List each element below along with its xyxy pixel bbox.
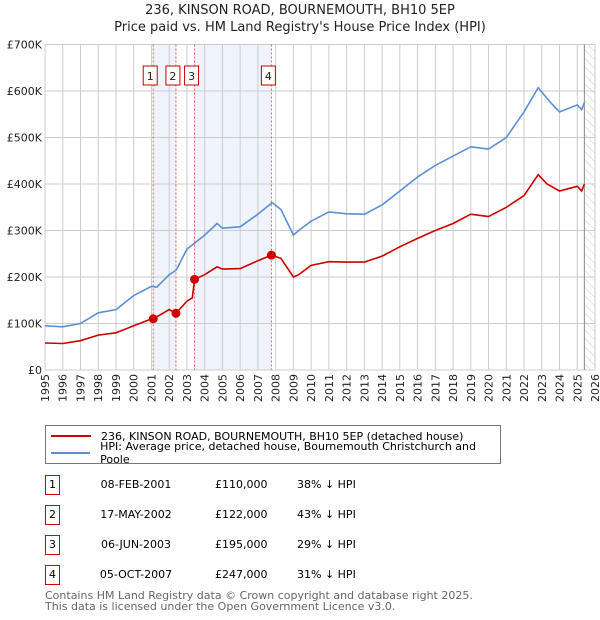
sale-point <box>266 250 276 260</box>
table-row: 4 05-OCT-2007 £247,000 31% ↓ HPI <box>45 565 545 585</box>
legend-item-property: 236, KINSON ROAD, BOURNEMOUTH, BH10 5EP … <box>51 428 463 444</box>
legend-item-hpi: HPI: Average price, detached house, Bour… <box>51 440 500 466</box>
x-tick-label: 1997 <box>74 374 87 402</box>
x-tick-label: 2019 <box>465 374 478 402</box>
row-date: 05-OCT-2007 <box>99 568 173 581</box>
x-tick-label: 2004 <box>199 374 212 402</box>
footer-copyright: Contains HM Land Registry data © Crown c… <box>45 589 473 602</box>
x-tick-label: 2013 <box>358 374 371 402</box>
y-tick-label: £600K <box>7 85 43 98</box>
x-tick-label: 2017 <box>429 374 442 402</box>
row-number-badge: 4 <box>45 565 60 585</box>
table-row: 3 06-JUN-2003 £195,000 29% ↓ HPI <box>45 535 545 555</box>
plot-area <box>45 44 595 370</box>
legend-swatch-red <box>51 435 91 437</box>
sale-label-box <box>260 65 276 86</box>
row-date: 06-JUN-2003 <box>100 538 172 551</box>
row-date: 17-MAY-2002 <box>100 508 172 521</box>
row-date: 08-FEB-2001 <box>100 478 172 491</box>
x-tick-label: 1999 <box>110 374 123 402</box>
y-tick-label: £500K <box>7 132 43 145</box>
chart-subtitle: Price paid vs. HM Land Registry's House … <box>114 20 486 35</box>
y-tick-label: £300K <box>7 225 43 238</box>
x-tick-label: 2011 <box>323 374 336 402</box>
x-tick-label: 2003 <box>181 374 194 402</box>
x-tick-label: 2020 <box>483 374 496 402</box>
price-chart: 1995 1996 1997 1998 1999 2000 2001 2002 2003 2004… <box>7 39 600 403</box>
sale-point <box>190 274 200 284</box>
shaded-period <box>153 44 176 370</box>
legend-label-property: 236, KINSON ROAD, BOURNEMOUTH, BH10 5EP … <box>101 429 464 443</box>
row-hpi-diff: 38% ↓ HPI <box>297 478 356 491</box>
row-price: £195,000 <box>215 538 268 551</box>
sale-point <box>171 308 181 318</box>
x-tick-label: 2008 <box>270 374 283 402</box>
legend-label-hpi: HPI: Average price, detached house, Bour… <box>100 440 477 466</box>
forecast-hatch <box>584 44 595 370</box>
sale-label-box <box>184 65 200 86</box>
x-tick-label: 2000 <box>128 374 141 402</box>
row-hpi-diff: 43% ↓ HPI <box>297 508 356 521</box>
x-tick-label: 2016 <box>412 374 425 402</box>
x-tick-label: 2014 <box>376 374 389 402</box>
x-tick-label: 2001 <box>145 374 158 402</box>
x-tick-label: 2022 <box>518 374 531 402</box>
x-tick-label: 2023 <box>536 374 549 402</box>
x-tick-label: 2021 <box>500 374 513 402</box>
chart-title: 236, KINSON ROAD, BOURNEMOUTH, BH10 5EP <box>145 3 455 18</box>
row-price: £122,000 <box>215 508 268 521</box>
row-price: £110,000 <box>215 478 268 491</box>
row-hpi-diff: 31% ↓ HPI <box>297 568 356 581</box>
x-tick-label: 2006 <box>234 374 247 402</box>
x-tick-label: 1996 <box>57 374 70 402</box>
row-number-badge: 1 <box>45 475 60 495</box>
y-tick-label: £100K <box>7 318 43 331</box>
sale-point <box>148 314 158 324</box>
footer-licence: This data is licensed under the Open Gov… <box>45 600 396 613</box>
x-tick-label: 2025 <box>571 374 584 402</box>
row-hpi-diff: 29% ↓ HPI <box>297 538 356 551</box>
row-price: £247,000 <box>215 568 268 581</box>
y-tick-label: £700K <box>7 39 43 52</box>
sale-label-box <box>165 65 181 86</box>
sale-label-box <box>142 65 158 86</box>
sale-label: 4 <box>265 70 272 83</box>
x-tick-label: 2024 <box>554 374 567 402</box>
chart-legend: 236, KINSON ROAD, BOURNEMOUTH, BH10 5EP … <box>45 425 501 466</box>
x-tick-label: 1995 <box>39 374 52 402</box>
table-row: 2 17-MAY-2002 £122,000 43% ↓ HPI <box>45 505 545 525</box>
x-tick-label: 2018 <box>447 374 460 402</box>
x-tick-label: 2015 <box>394 374 407 402</box>
x-tick-label: 2007 <box>252 374 265 402</box>
y-tick-label: £0 <box>28 364 42 377</box>
row-number-badge: 2 <box>45 505 60 525</box>
x-tick-label: 2010 <box>305 374 318 402</box>
x-tick-label: 2026 <box>589 374 600 402</box>
legend-swatch-blue <box>51 452 91 454</box>
shaded-period <box>194 44 272 370</box>
x-tick-label: 2002 <box>163 374 176 402</box>
x-tick-label: 2005 <box>216 374 229 402</box>
row-number-badge: 3 <box>45 535 60 555</box>
sale-label: 1 <box>147 70 154 83</box>
sale-label: 2 <box>169 70 176 83</box>
x-tick-label: 1998 <box>92 374 105 402</box>
y-tick-label: £400K <box>7 178 43 191</box>
y-tick-label: £200K <box>7 271 43 284</box>
series-line <box>44 86 586 328</box>
x-tick-label: 2009 <box>287 374 300 402</box>
sale-label: 3 <box>188 70 195 83</box>
x-tick-label: 2012 <box>341 374 354 402</box>
table-row: 1 08-FEB-2001 £110,000 38% ↓ HPI <box>45 475 545 495</box>
